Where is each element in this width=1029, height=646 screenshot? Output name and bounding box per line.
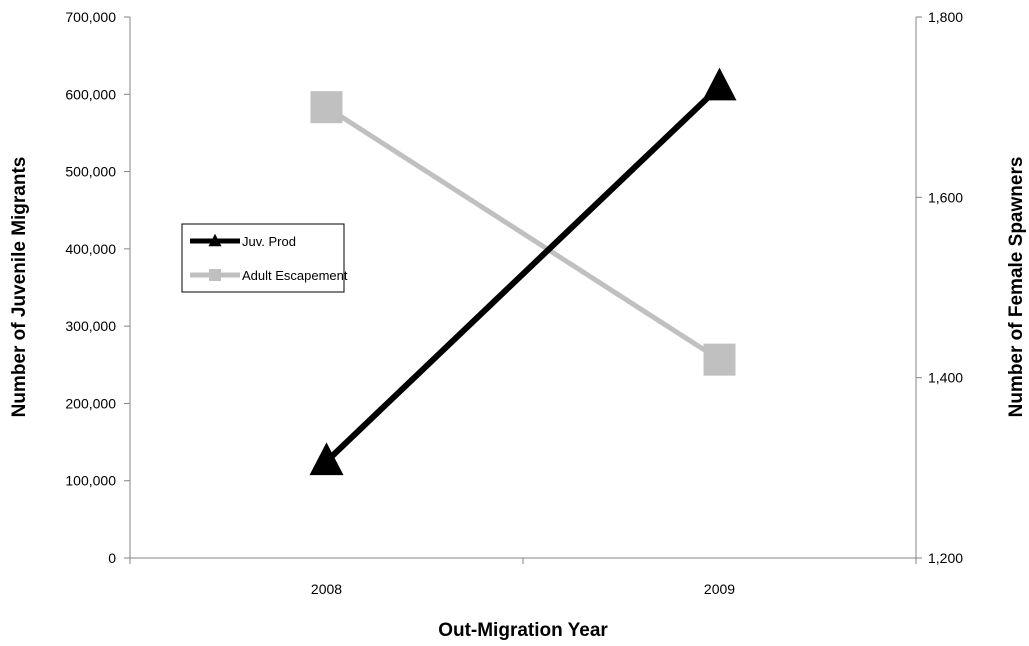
legend-marker (209, 269, 221, 281)
right-tick-label: 1,600 (928, 189, 963, 205)
left-tick-label: 400,000 (65, 241, 116, 257)
left-tick-label: 200,000 (65, 395, 116, 411)
series-point-adult-escapement (703, 343, 736, 376)
series-point-juv-prod (702, 67, 737, 101)
left-axis-ticks: 0 100,000 200,000 300,000 400,000 500,000 600,… (65, 9, 130, 566)
x-axis-ticks: 2008 2009 (129, 558, 917, 597)
series-point-adult-escapement (310, 91, 343, 124)
legend-marker (208, 233, 222, 247)
series-line-juv-prod (324, 84, 722, 464)
series-layer (309, 67, 737, 476)
right-tick-label: 1,800 (928, 9, 963, 25)
legend: Juv. Prod Adult Escapement (181, 223, 348, 293)
x-tick-label: 2008 (311, 581, 342, 597)
right-axis-title: Number of Female Spawners (1006, 157, 1027, 418)
series-point-juv-prod (309, 442, 344, 476)
left-tick-label: 100,000 (65, 473, 116, 489)
x-tick-label: 2009 (704, 581, 735, 597)
legend-label: Adult Escapement (242, 268, 348, 283)
series-line-adult-escapement (325, 105, 721, 362)
x-axis-title: Out-Migration Year (438, 620, 608, 641)
left-tick-label: 500,000 (65, 164, 116, 180)
left-tick-label: 700,000 (65, 9, 116, 25)
left-tick-label: 600,000 (65, 86, 116, 102)
left-axis-title: Number of Juvenile Migrants (9, 157, 30, 418)
legend-items: Juv. Prod Adult Escapement (190, 233, 348, 283)
right-tick-label: 1,400 (928, 370, 963, 386)
left-tick-label: 0 (108, 550, 116, 566)
legend-label: Juv. Prod (242, 234, 296, 249)
right-axis-ticks: 1,200 1,400 1,600 1,800 (916, 9, 963, 566)
left-tick-label: 300,000 (65, 318, 116, 334)
right-tick-label: 1,200 (928, 550, 963, 566)
